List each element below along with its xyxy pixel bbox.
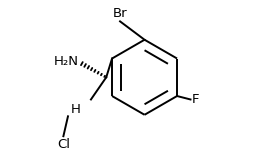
Text: Cl: Cl xyxy=(57,138,70,151)
Text: H₂N: H₂N xyxy=(54,55,79,69)
Text: F: F xyxy=(192,93,199,106)
Text: H: H xyxy=(70,103,80,115)
Text: Br: Br xyxy=(113,7,127,20)
